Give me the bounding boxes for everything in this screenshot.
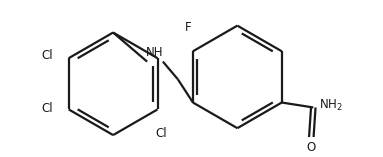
Text: Cl: Cl	[41, 49, 53, 62]
Text: F: F	[185, 21, 192, 33]
Text: NH$_2$: NH$_2$	[319, 98, 343, 113]
Text: Cl: Cl	[155, 127, 167, 140]
Text: O: O	[307, 141, 316, 154]
Text: Cl: Cl	[41, 102, 53, 115]
Text: NH: NH	[146, 46, 164, 59]
